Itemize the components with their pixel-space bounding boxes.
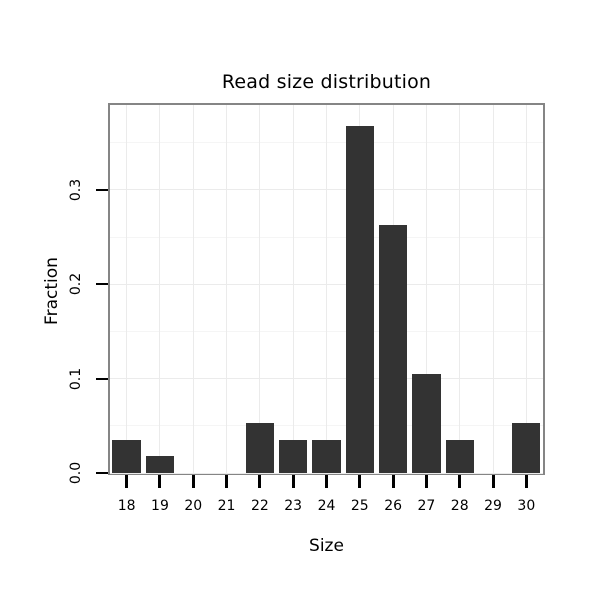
x-tick-label: 18: [117, 498, 136, 514]
y-tick-label: 0.3: [68, 178, 84, 202]
x-tick-label: 27: [417, 498, 436, 514]
x-tick-label: 19: [151, 498, 169, 514]
x-tick-mark: [325, 475, 328, 488]
y-axis-title: Fraction: [42, 257, 62, 325]
gridline-v: [492, 105, 494, 473]
x-tick-label: 22: [250, 498, 269, 514]
bar: [312, 439, 341, 473]
bar: [112, 439, 141, 473]
y-tick-mark: [96, 188, 108, 191]
chart-title: Read size distribution: [221, 71, 432, 93]
y-tick-mark: [96, 283, 108, 286]
x-tick-mark: [491, 475, 495, 488]
gridline-v: [326, 105, 327, 473]
x-tick-mark: [225, 475, 229, 488]
gridline-v: [292, 105, 294, 473]
gridline-v: [126, 105, 128, 473]
gridline-major-h: [110, 472, 543, 474]
gridline-v: [192, 105, 194, 473]
bar: [279, 439, 308, 473]
y-tick-mark: [96, 472, 108, 474]
x-tick-mark: [358, 475, 362, 488]
gridline-v: [525, 105, 527, 473]
x-tick-label: 30: [517, 498, 536, 514]
x-tick-mark: [524, 475, 528, 488]
bar: [412, 373, 441, 473]
plot-panel: [108, 103, 545, 475]
x-tick-label: 21: [217, 498, 236, 514]
x-tick-label: 29: [484, 498, 502, 514]
y-tick-label: 0.2: [68, 273, 84, 296]
gridline-v: [226, 105, 228, 473]
x-tick-label: 25: [350, 498, 369, 514]
bar: [145, 456, 175, 473]
x-tick-label: 24: [317, 498, 336, 514]
bar: [445, 439, 474, 473]
gridline-v: [259, 105, 261, 473]
y-tick-label: 0.1: [68, 367, 84, 390]
x-tick-mark: [391, 475, 395, 488]
x-tick-mark: [258, 475, 262, 488]
x-tick-label: 26: [384, 498, 403, 514]
x-tick-label: 28: [450, 498, 469, 514]
x-tick-mark: [158, 475, 162, 488]
x-tick-mark: [291, 475, 295, 488]
bars-layer: [110, 105, 543, 473]
y-tick-label: 0.0: [68, 461, 84, 485]
gridline-v: [459, 105, 461, 473]
y-tick-mark: [96, 377, 108, 380]
x-tick-mark: [125, 475, 129, 488]
x-tick-mark: [424, 475, 428, 488]
bar: [245, 423, 275, 473]
x-tick-label: 20: [184, 498, 203, 514]
x-axis-title: Size: [309, 536, 344, 556]
gridline-v: [425, 105, 427, 473]
bar: [345, 125, 374, 473]
gridline-v: [159, 105, 161, 473]
x-tick-mark: [458, 475, 462, 488]
x-tick-mark: [191, 475, 195, 488]
x-tick-label: 23: [284, 498, 303, 514]
bar: [378, 224, 408, 473]
bar: [512, 423, 541, 473]
